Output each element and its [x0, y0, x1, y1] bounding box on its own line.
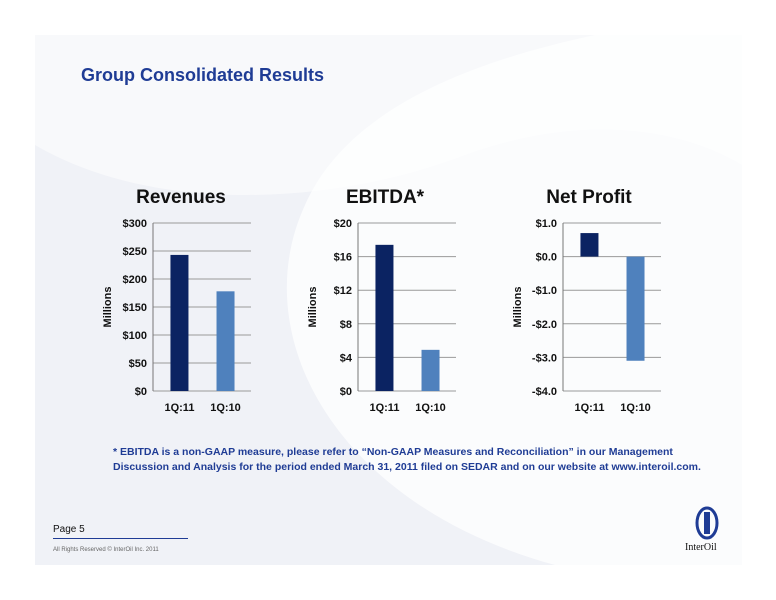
chart-title-revenues: Revenues: [136, 187, 226, 208]
net-profit-bar-1q11: [580, 233, 599, 257]
ebitda-y-tick-label: $0: [340, 386, 352, 398]
revenues-x-tick-label: 1Q:10: [210, 402, 241, 414]
ebitda-y-tick-label: $8: [340, 319, 352, 331]
chart-title-net-profit: Net Profit: [546, 187, 632, 208]
ebitda-y-axis-label: Millions: [307, 287, 319, 328]
page-number: Page 5: [53, 524, 85, 535]
net-profit-chart: -$4.0 -$3.0 -$2.0 -$1.0 $0.0 $1.0 Millions 1Q:1…: [512, 218, 661, 414]
revenues-chart: $0 $50 $100 $150 $200 $250 $300 Millions 1Q:11 1Q…: [102, 218, 251, 414]
net-profit-y-tick-label: -$2.0: [532, 319, 557, 331]
revenues-y-tick-label: $50: [129, 358, 147, 370]
revenues-y-tick-label: $0: [135, 386, 147, 398]
slide-title: Group Consolidated Results: [81, 65, 325, 85]
ebitda-y-tick-label: $20: [334, 218, 352, 230]
ebitda-y-tick-label: $16: [334, 252, 352, 264]
revenues-y-tick-label: $200: [123, 274, 147, 286]
logo-wordmark: InterOil: [685, 542, 717, 553]
ebitda-bar-1q11: [375, 244, 394, 391]
revenues-y-axis-label: Millions: [102, 287, 114, 328]
net-profit-bar-1q10: [626, 256, 645, 361]
revenues-y-tick-label: $300: [123, 218, 147, 230]
net-profit-y-tick-label: -$4.0: [532, 386, 557, 398]
net-profit-y-tick-label: $1.0: [536, 218, 557, 230]
ebitda-bar-1q10: [421, 349, 440, 391]
ebitda-x-tick-label: 1Q:10: [415, 402, 446, 414]
ebitda-chart: $0 $4 $8 $12 $16 $20 Millions 1Q:11 1Q:10: [307, 218, 456, 414]
revenues-y-tick-label: $100: [123, 330, 147, 342]
ebitda-y-tick-label: $4: [340, 352, 353, 364]
ebitda-x-tick-label: 1Q:11: [369, 402, 399, 414]
revenues-bar-1q10: [216, 291, 235, 391]
ebitda-footnote: * EBITDA is a non-GAAP measure, please r…: [113, 446, 701, 474]
revenues-x-tick-label: 1Q:11: [164, 402, 194, 414]
net-profit-y-axis-label: Millions: [512, 287, 524, 328]
slide: Group Consolidated Results Revenues EBIT…: [35, 35, 742, 565]
revenues-bar-1q11: [170, 254, 189, 391]
chart-title-ebitda: EBITDA*: [345, 187, 425, 208]
net-profit-y-tick-label: -$3.0: [532, 352, 557, 364]
ebitda-y-tick-label: $12: [334, 285, 352, 297]
net-profit-y-tick-label: -$1.0: [532, 285, 557, 297]
net-profit-y-tick-label: $0.0: [536, 252, 557, 264]
net-profit-x-tick-label: 1Q:10: [620, 402, 651, 414]
copyright-text: All Rights Reserved © InterOil Inc. 2011: [53, 547, 159, 553]
revenues-y-tick-label: $250: [123, 246, 147, 258]
footer-divider: [53, 538, 188, 539]
revenues-y-tick-label: $150: [123, 302, 147, 314]
net-profit-x-tick-label: 1Q:11: [574, 402, 604, 414]
interoil-logo-icon: [695, 506, 719, 540]
